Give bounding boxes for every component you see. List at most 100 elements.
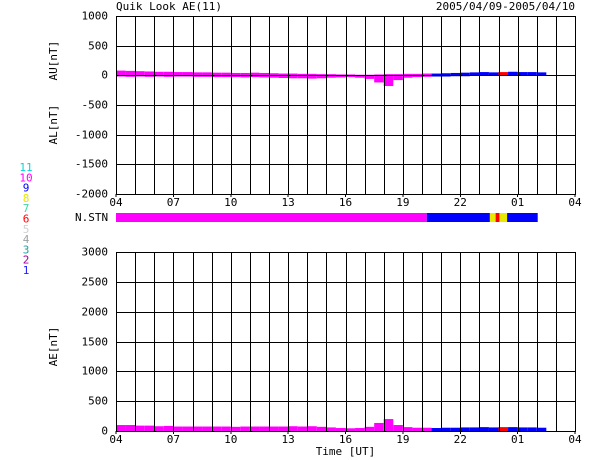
trace-column [144,425,155,431]
trace-column [192,72,203,76]
legend-entry: 7 [23,202,30,215]
trace-column [230,75,241,78]
x-tick-label: 04 [568,196,582,209]
trace-column [326,74,336,76]
trace-column [269,75,279,78]
trace-column [297,426,308,431]
y-tick-label: 2500 [82,276,109,289]
trace-column [297,73,308,76]
trace-column [479,72,489,76]
y-tick-label: 1000 [82,365,109,378]
trace-column [249,426,260,431]
trace-column [441,427,451,431]
trace-column [230,72,241,76]
trace-column [316,75,327,79]
trace-column [297,75,308,79]
y-axis-label: AU[nT] [47,41,60,81]
x-axis-label: Time [UT] [316,445,376,458]
date-range: 2005/04/09-2005/04/10 [436,0,575,13]
x-tick-label: 22 [454,196,467,209]
y-tick-label: 1500 [82,336,109,349]
legend-entry: 4 [23,233,30,246]
trace-column [441,73,451,76]
trace-column [412,427,422,431]
trace-column [221,72,231,76]
y-tick-label: -1500 [75,158,108,171]
x-tick-label: 13 [282,433,295,446]
trace-column [460,427,470,431]
legend-entry: 3 [23,243,30,256]
trace-column [335,428,346,431]
x-tick-label: 01 [511,196,524,209]
trace-column [498,72,509,76]
trace-column [116,70,126,76]
x-tick-label: 13 [282,196,295,209]
trace-column [307,73,317,76]
station-segment [495,213,500,222]
trace-column [469,72,480,76]
trace-column [259,75,269,78]
trace-column [211,72,222,76]
y-tick-label: 0 [101,425,108,438]
trace-column [135,425,145,431]
trace-column [488,72,499,76]
x-tick-label: 16 [339,196,352,209]
x-tick-label: 16 [339,433,352,446]
trace-column [116,425,126,431]
trace-column [249,75,260,78]
trace-column [211,75,222,78]
trace-column [211,426,222,431]
trace-column [479,427,489,431]
trace-column [240,426,250,431]
trace-column [307,75,317,79]
trace-column [144,75,155,77]
trace-column [288,75,298,79]
trace-column [488,427,499,431]
trace-column [154,426,164,431]
trace-column [412,75,422,78]
trace-column [288,73,298,76]
trace-column [402,427,413,431]
trace-column [316,426,327,431]
y-tick-label: -2000 [75,188,108,201]
legend-entry: 10 [19,171,32,184]
x-tick-label: 10 [224,433,237,446]
trace-column [192,75,203,77]
trace-column [431,73,442,76]
trace-column [374,422,384,431]
trace-column [517,427,528,431]
trace-column [460,72,470,76]
trace-column [202,72,212,76]
legend-entry: 5 [23,223,30,236]
y-tick-label: 1000 [82,10,109,23]
y-tick-label: 500 [88,40,108,53]
x-tick-label: 04 [109,196,123,209]
trace-column [269,426,279,431]
y-tick-label: 500 [88,395,108,408]
trace-column [364,426,375,431]
trace-column [364,75,375,79]
trace-column [135,71,145,76]
legend-entry: 1 [23,264,30,277]
y-tick-label: -1000 [75,129,108,142]
trace-column [402,73,413,76]
trace-column [498,427,509,431]
x-tick-label: 01 [511,433,524,446]
trace-column [249,72,260,76]
trace-column [240,72,250,76]
trace-column [383,419,394,431]
trace-column [278,73,289,76]
trace-column [450,72,461,76]
trace-column [144,71,155,76]
trace-column [192,426,203,431]
trace-column [374,74,384,76]
trace-column [393,75,403,81]
trace-column [345,75,356,78]
trace-column [412,73,422,76]
x-tick-label: 07 [167,433,180,446]
trace-column [326,427,336,431]
trace-column [125,425,136,431]
trace-column [240,75,250,78]
trace-column [355,75,365,78]
legend-entry: 2 [23,254,30,267]
